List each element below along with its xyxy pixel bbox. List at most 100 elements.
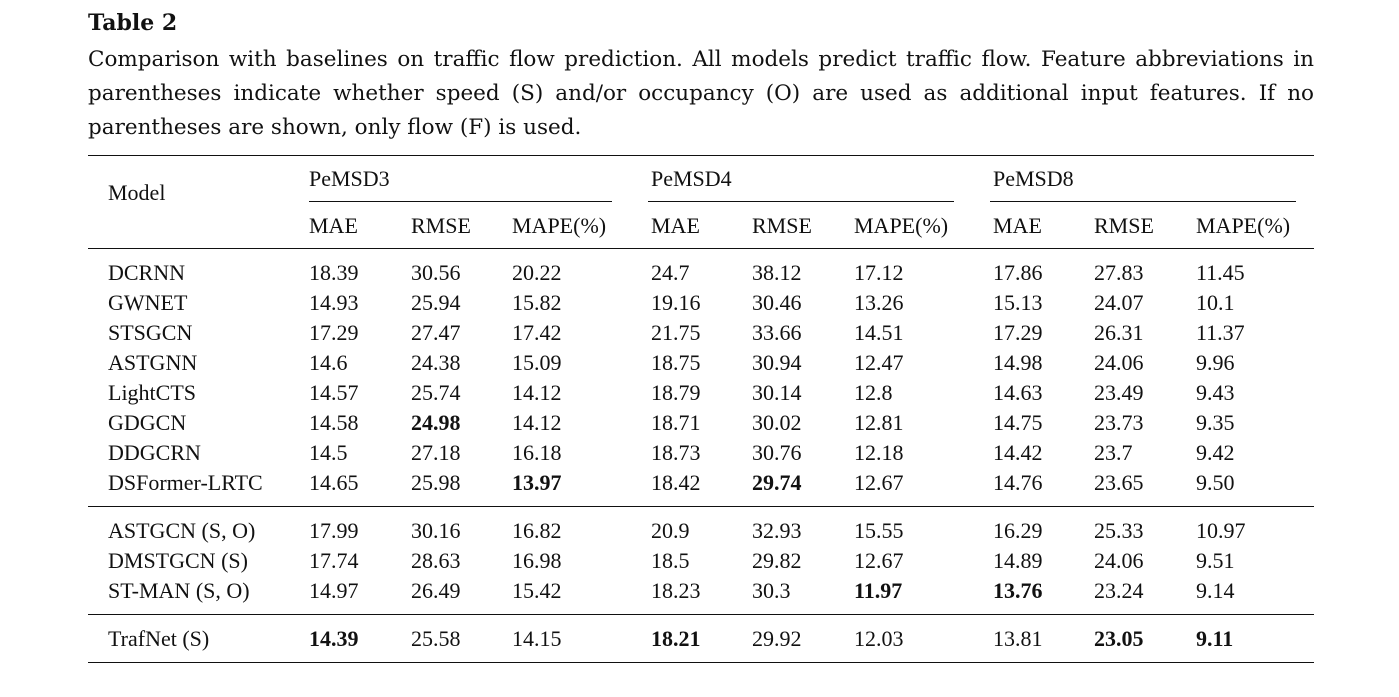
- row-value: 11.97: [854, 578, 903, 603]
- row-value: 30.3: [752, 578, 791, 603]
- row-value: 16.18: [512, 440, 562, 465]
- row-value: 14.39: [309, 626, 359, 651]
- row-value: 26.31: [1094, 320, 1144, 345]
- row-value: 26.49: [411, 578, 461, 603]
- row-value: 9.51: [1196, 548, 1235, 573]
- row-value: 14.5: [309, 440, 348, 465]
- row-value: 18.42: [651, 470, 701, 495]
- row-value: 24.38: [411, 350, 461, 375]
- row-value: 20.22: [512, 260, 562, 285]
- row-value: 23.24: [1094, 578, 1144, 603]
- row-value: 12.67: [854, 548, 904, 573]
- row-value: 12.81: [854, 410, 904, 435]
- row-model: GDGCN: [108, 410, 187, 435]
- row-value: 14.93: [309, 290, 359, 315]
- row-value: 11.45: [1196, 260, 1245, 285]
- header-metric: MAPE(%): [1196, 213, 1291, 238]
- row-value: 14.15: [512, 626, 562, 651]
- top-rule: [88, 155, 1314, 156]
- row-model: DMSTGCN (S): [108, 548, 248, 573]
- row-value: 17.29: [309, 320, 359, 345]
- row-value: 30.14: [752, 380, 802, 405]
- row-value: 9.14: [1196, 578, 1235, 603]
- row-value: 29.92: [752, 626, 802, 651]
- row-value: 18.21: [651, 626, 701, 651]
- row-value: 17.42: [512, 320, 562, 345]
- row-value: 15.42: [512, 578, 562, 603]
- header-group-pemsd3: PeMSD3: [309, 166, 390, 191]
- row-value: 23.05: [1094, 626, 1144, 651]
- row-value: 12.8: [854, 380, 893, 405]
- row-value: 25.58: [411, 626, 461, 651]
- row-value: 25.94: [411, 290, 461, 315]
- row-value: 13.97: [512, 470, 562, 495]
- row-model: LightCTS: [108, 380, 197, 405]
- row-value: 23.73: [1094, 410, 1144, 435]
- row-value: 18.73: [651, 440, 701, 465]
- header-metric: RMSE: [411, 213, 471, 238]
- row-value: 27.83: [1094, 260, 1144, 285]
- row-value: 12.03: [854, 626, 904, 651]
- row-value: 16.29: [993, 518, 1043, 543]
- row-value: 13.26: [854, 290, 904, 315]
- row-value: 16.98: [512, 548, 562, 573]
- row-value: 14.58: [309, 410, 359, 435]
- header-metric: RMSE: [752, 213, 812, 238]
- row-value: 17.12: [854, 260, 904, 285]
- row-value: 28.63: [411, 548, 461, 573]
- row-value: 23.49: [1094, 380, 1144, 405]
- header-metric: MAE: [309, 213, 358, 238]
- row-value: 15.09: [512, 350, 562, 375]
- row-value: 19.16: [651, 290, 701, 315]
- row-value: 15.55: [854, 518, 904, 543]
- header-metric: MAE: [651, 213, 700, 238]
- row-value: 13.76: [993, 578, 1043, 603]
- row-model: TrafNet (S): [108, 626, 210, 651]
- row-value: 25.74: [411, 380, 461, 405]
- row-value: 18.79: [651, 380, 701, 405]
- row-value: 25.33: [1094, 518, 1144, 543]
- row-value: 25.98: [411, 470, 461, 495]
- row-value: 27.18: [411, 440, 461, 465]
- row-value: 21.75: [651, 320, 701, 345]
- row-value: 30.02: [752, 410, 802, 435]
- row-value: 10.97: [1196, 518, 1246, 543]
- row-value: 9.35: [1196, 410, 1235, 435]
- header-metric: MAPE(%): [512, 213, 607, 238]
- row-value: 9.43: [1196, 380, 1235, 405]
- row-value: 17.86: [993, 260, 1043, 285]
- row-value: 14.98: [993, 350, 1043, 375]
- row-model: STSGCN: [108, 320, 193, 345]
- row-value: 9.50: [1196, 470, 1235, 495]
- row-value: 12.18: [854, 440, 904, 465]
- row-value: 14.76: [993, 470, 1043, 495]
- row-value: 14.65: [309, 470, 359, 495]
- row-value: 24.7: [651, 260, 690, 285]
- header-group-pemsd4: PeMSD4: [651, 166, 732, 191]
- row-value: 14.6: [309, 350, 348, 375]
- row-model: ASTGCN (S, O): [108, 518, 256, 543]
- header-metric: RMSE: [1094, 213, 1154, 238]
- group-rule-pemsd8: [990, 201, 1296, 202]
- row-value: 17.99: [309, 518, 359, 543]
- row-value: 14.89: [993, 548, 1043, 573]
- row-value: 18.75: [651, 350, 701, 375]
- row-value: 14.42: [993, 440, 1043, 465]
- row-value: 30.16: [411, 518, 461, 543]
- row-value: 14.63: [993, 380, 1043, 405]
- row-value: 14.51: [854, 320, 904, 345]
- row-model: GWNET: [108, 290, 188, 315]
- row-model: DSFormer-LRTC: [108, 470, 263, 495]
- table-caption: Comparison with baselines on traffic flo…: [88, 47, 1314, 140]
- row-value: 14.12: [512, 380, 562, 405]
- comparison-table: Model PeMSD3 MAE RMSE MAPE(%) PeMSD4 MAE RMSE MA…: [88, 155, 1314, 665]
- row-value: 18.39: [309, 260, 359, 285]
- row-model: DDGCRN: [108, 440, 201, 465]
- header-metric: MAE: [993, 213, 1042, 238]
- group-rule-pemsd3: [309, 201, 612, 202]
- row-value: 30.46: [752, 290, 802, 315]
- header-model: Model: [108, 180, 166, 205]
- table-label: Table 2: [88, 10, 178, 36]
- row-value: 38.12: [752, 260, 802, 285]
- row-value: 10.1: [1196, 290, 1235, 315]
